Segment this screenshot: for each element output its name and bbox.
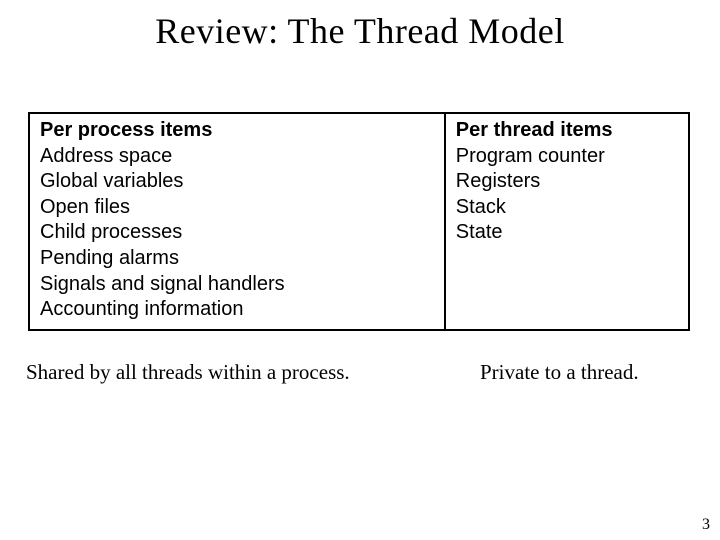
caption-private: Private to a thread. bbox=[480, 360, 639, 385]
slide-title: Review: The Thread Model bbox=[0, 0, 720, 52]
per-process-header: Per process items bbox=[40, 118, 434, 144]
list-item: Accounting information bbox=[40, 297, 434, 323]
list-item: Registers bbox=[456, 169, 678, 195]
list-item: State bbox=[456, 220, 678, 246]
table-row: Per process items Address space Global v… bbox=[29, 113, 689, 330]
list-item: Address space bbox=[40, 144, 434, 170]
items-table: Per process items Address space Global v… bbox=[28, 112, 690, 331]
list-item: Open files bbox=[40, 195, 434, 221]
list-item: Stack bbox=[456, 195, 678, 221]
per-thread-cell: Per thread items Program counter Registe… bbox=[445, 113, 689, 330]
per-thread-header: Per thread items bbox=[456, 118, 678, 144]
list-item: Program counter bbox=[456, 144, 678, 170]
per-process-list: Address space Global variables Open file… bbox=[40, 144, 434, 323]
list-item: Global variables bbox=[40, 169, 434, 195]
caption-shared: Shared by all threads within a process. bbox=[26, 360, 350, 385]
list-item: Signals and signal handlers bbox=[40, 272, 434, 298]
thread-model-table: Per process items Address space Global v… bbox=[28, 112, 690, 331]
list-item: Child processes bbox=[40, 220, 434, 246]
slide: Review: The Thread Model Per process ite… bbox=[0, 0, 720, 540]
list-item: Pending alarms bbox=[40, 246, 434, 272]
per-process-cell: Per process items Address space Global v… bbox=[29, 113, 445, 330]
page-number: 3 bbox=[702, 516, 710, 534]
per-thread-list: Program counter Registers Stack State bbox=[456, 144, 678, 246]
